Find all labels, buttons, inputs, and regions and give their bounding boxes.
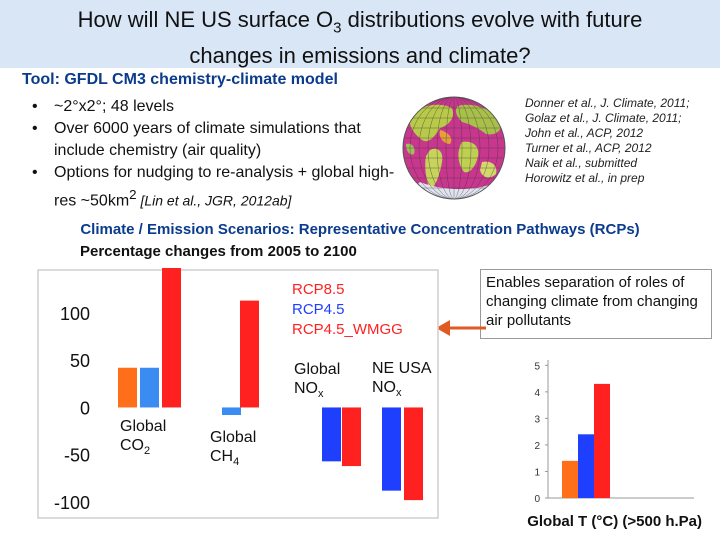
bullet-dot-icon: • [32, 164, 38, 181]
category-label-subscript: x [396, 387, 402, 399]
temp-y-tick-label: 1 [534, 467, 540, 478]
globe-model-grid-image [402, 96, 506, 200]
legend-entry: RCP8.5 [292, 281, 345, 298]
global-temperature-chart: 0 1 2 3 4 5 Global T (°C) (>500 h.Pa) [508, 352, 702, 530]
y-tick-label: -50 [64, 446, 90, 466]
temp-y-tick-label: 5 [534, 361, 540, 372]
category-label-sub: NOx [372, 379, 402, 399]
category-label-sub: CH4 [210, 448, 239, 468]
bar-global-co2-rcp8-5 [162, 268, 181, 408]
bar-ne-usa-nox-rcp4-5 [382, 407, 401, 491]
bullet-list: • ~2°x2°; 48 levels • Over 6000 years of c… [28, 96, 408, 212]
bullet-text: Options for nudging to re-analysis + glo… [54, 164, 395, 210]
tool-heading: Tool: GFDL CM3 chemistry-climate model [22, 71, 338, 88]
temp-y-tick-label: 2 [534, 441, 540, 452]
bar-global-co2-rcp4-5 [140, 367, 159, 408]
reference-item: Turner et al., ACP, 2012 [525, 141, 652, 155]
title-subscript: 3 [333, 19, 342, 37]
title-line1-pre: How will NE US surface O [77, 7, 334, 32]
title-line2: changes in emissions and climate? [189, 43, 531, 69]
bar-global-ch4-rcp8-5 [240, 300, 259, 408]
bullet-item: • ~2°x2°; 48 levels [28, 96, 408, 118]
temp-y-tick-label: 0 [534, 494, 540, 505]
callout-box: Enables separation of roles of changing … [480, 269, 712, 339]
bar-global-nox-rcp8-5 [342, 407, 361, 467]
category-label-sub: CO2 [120, 437, 150, 457]
temp-y-tick-label: 3 [534, 414, 540, 425]
category-label-main: Global [210, 429, 256, 446]
reference-list: Donner et al., J. Climate, 2011; Golaz e… [525, 96, 720, 186]
category-label-subscript: 4 [233, 456, 239, 468]
temp-bar-rcp4-5 [578, 434, 594, 498]
percentage-change-chart: -100 -50 0 50 100 RCP8.5 RCP4.5 RCP4.5_WMGG Glob… [37, 268, 439, 519]
y-tick-label: 0 [80, 398, 90, 418]
bullet-superscript: 2 [129, 187, 137, 202]
bullet-item: • Over 6000 years of climate simulations … [28, 118, 408, 162]
legend-entry: RCP4.5_WMGG [292, 321, 403, 338]
reference-item: Horowitz et al., in prep [525, 171, 645, 185]
bar-global-nox-rcp4-5 [322, 407, 341, 462]
bar-global-co2-rcp4-5-wmgg [118, 367, 137, 408]
callout-arrow-icon [436, 320, 486, 336]
category-label-sub: NOx [294, 380, 324, 400]
category-label-bg [292, 358, 356, 402]
reference-item: Naik et al., submitted [525, 156, 638, 170]
y-tick-label: 100 [60, 304, 90, 324]
bullet-reference: [Lin et al., JGR, 2012ab] [136, 192, 292, 209]
category-label-subscript: 2 [144, 445, 150, 457]
temp-bar-rcp8-5 [594, 383, 610, 498]
title-line1-post: distributions evolve with future [341, 7, 643, 32]
category-label-main: Global [120, 418, 166, 435]
temp-y-tick-label: 4 [534, 388, 540, 399]
y-tick-label: -100 [54, 493, 90, 513]
reference-item: Donner et al., J. Climate, 2011; [525, 96, 690, 110]
category-label-main: Global [294, 361, 340, 378]
bullet-text: Over 6000 years of climate simulations t… [54, 120, 361, 159]
bullet-dot-icon: • [32, 98, 38, 115]
bar-global-ch4-rcp4-5 [222, 407, 241, 416]
bullet-dot-icon: • [32, 120, 38, 137]
bullet-item: • Options for nudging to re-analysis + gl… [28, 162, 408, 212]
category-label-subscript: x [318, 388, 324, 400]
slide-title: How will NE US surface O3 distributions … [0, 6, 720, 70]
legend-entry: RCP4.5 [292, 301, 345, 318]
globe-grid [403, 97, 505, 199]
y-tick-label: 50 [70, 351, 90, 371]
category-label-bg [370, 357, 434, 401]
reference-item: Golaz et al., J. Climate, 2011; [525, 111, 682, 125]
percentage-heading: Percentage changes from 2005 to 2100 [80, 243, 357, 260]
title-bar [0, 0, 720, 68]
reference-item: John et al., ACP, 2012 [525, 126, 644, 140]
bar-ne-usa-nox-rcp8-5 [404, 407, 423, 501]
scenario-heading: Climate / Emission Scenarios: Representa… [80, 221, 640, 238]
category-label-main: NE USA [372, 360, 432, 377]
temp-x-label: Global T (°C) (>500 h.Pa) [527, 513, 702, 530]
bullet-text: ~2°x2°; 48 levels [54, 98, 174, 115]
temp-bar-rcp4-5-wmgg [562, 460, 578, 498]
